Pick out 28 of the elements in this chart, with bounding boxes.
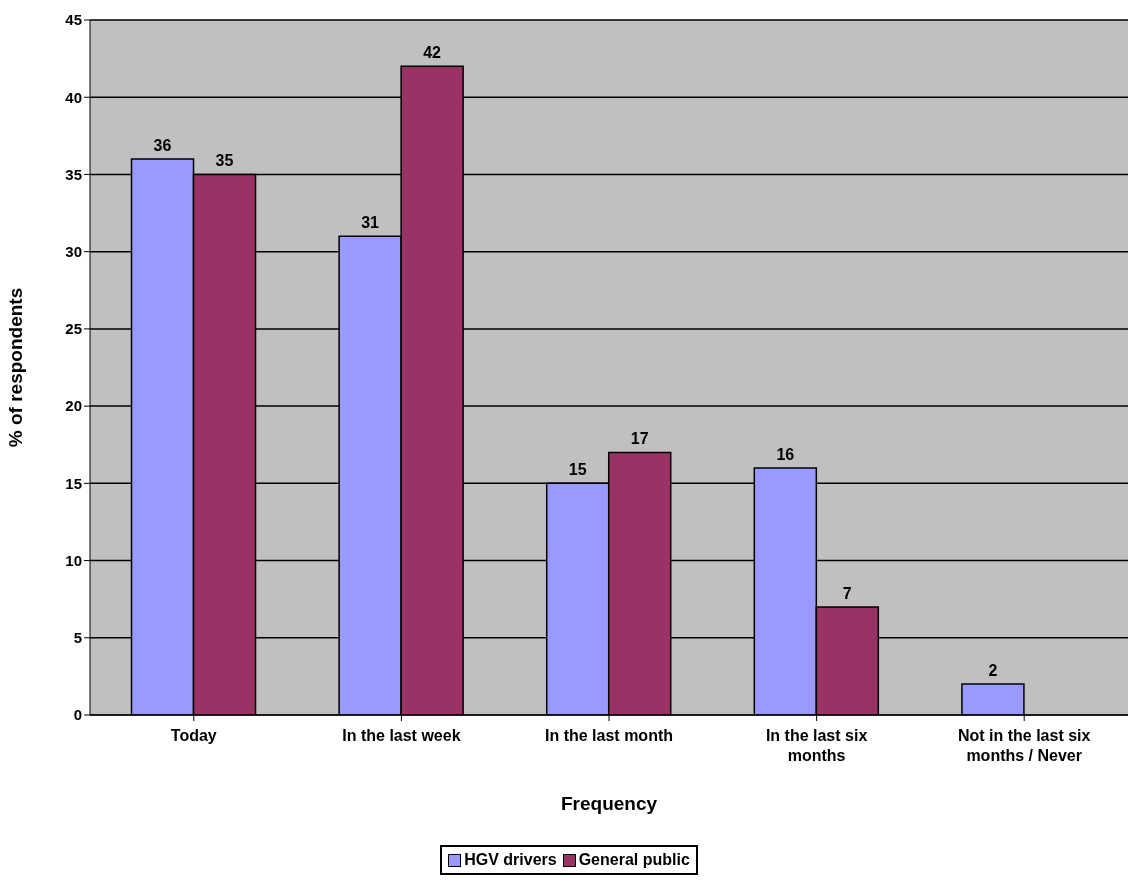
legend-label: HGV drivers: [463, 851, 557, 869]
data-label: 36: [153, 137, 172, 154]
x-tick-label: In the last month: [545, 727, 673, 744]
data-label: 7: [842, 584, 852, 602]
data-label: 2: [988, 662, 998, 680]
data-label: 16: [776, 445, 795, 463]
y-tick-label: 5: [73, 629, 82, 647]
data-label: 17: [630, 430, 649, 448]
y-tick-label: 10: [65, 551, 82, 569]
y-tick-label: 45: [65, 11, 82, 29]
y-tick-label: 25: [65, 320, 82, 338]
x-axis-title: Frequency: [560, 793, 658, 814]
y-tick-label: 20: [65, 397, 82, 415]
x-tick-label: In the last week: [342, 727, 461, 744]
data-label: 31: [361, 214, 380, 232]
data-label: 15: [568, 461, 587, 479]
y-axis-title: % of respondents: [4, 287, 26, 448]
y-tick-label: 15: [65, 474, 82, 492]
y-tick-label: 35: [65, 165, 82, 183]
y-tick-label: 30: [65, 242, 82, 260]
legend-label: General public: [577, 851, 690, 869]
x-tick-label: Today: [170, 727, 217, 744]
data-label: 35: [215, 152, 234, 170]
y-tick-label: 0: [73, 706, 82, 724]
y-tick-label: 40: [65, 88, 82, 106]
x-tick-label: Not in the last six months / Never: [957, 727, 1091, 764]
data-label: 42: [423, 44, 442, 62]
x-tick-label: In the last six months: [765, 727, 868, 764]
